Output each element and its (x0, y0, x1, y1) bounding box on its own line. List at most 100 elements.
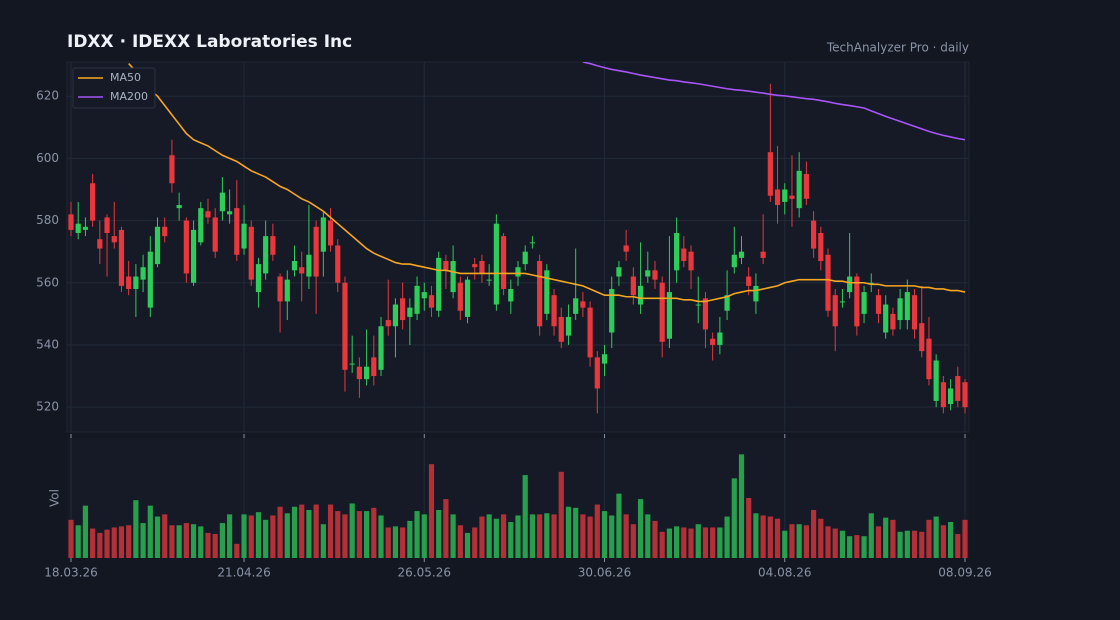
candle-body (284, 279, 290, 302)
candle-body (234, 208, 240, 255)
y-tick-label: 620 (36, 89, 59, 103)
volume-bar (508, 522, 514, 558)
volume-bar (573, 507, 579, 558)
volume-bar (342, 514, 348, 558)
volume-bar (919, 531, 925, 558)
candle-body (407, 307, 413, 317)
volume-bar (861, 536, 867, 558)
volume-bar (522, 475, 528, 558)
volume-bar (565, 506, 572, 558)
volume-bar (904, 530, 910, 558)
candle-body (97, 239, 103, 249)
candle-body (500, 236, 507, 289)
candle-body (753, 285, 759, 302)
volume-bar (811, 510, 817, 558)
candle-body (911, 295, 918, 330)
volume-bar (601, 511, 608, 558)
candle-body (832, 295, 838, 327)
candle-body (443, 260, 449, 271)
candle-body (962, 382, 968, 408)
candle-body (133, 276, 139, 289)
candle-body (717, 332, 723, 345)
candle-body (551, 295, 557, 327)
candle-body (457, 282, 463, 311)
candle-body (356, 366, 362, 380)
candle-body (320, 217, 326, 252)
volume-bar (176, 525, 182, 558)
volume-bar (594, 504, 600, 558)
candle-body (486, 279, 492, 281)
volume-bar (306, 510, 312, 558)
volume-bar (234, 543, 240, 558)
volume-bar (947, 522, 954, 558)
y-tick-label: 520 (36, 400, 59, 414)
candle-body (789, 195, 795, 199)
candle-body (933, 360, 939, 401)
volume-bar (450, 514, 456, 558)
candle-body (183, 220, 189, 274)
volume-bar (962, 519, 968, 558)
volume-bar (486, 514, 492, 558)
volume-bar (255, 512, 262, 558)
candle-body (450, 260, 456, 293)
volume-bar (284, 513, 290, 558)
volume-bar (637, 499, 644, 558)
volume-bar (270, 515, 276, 558)
candle-body (573, 298, 579, 314)
candle-body (825, 254, 831, 311)
volume-bar (104, 529, 110, 558)
volume-bar (760, 515, 766, 558)
volume-bar (803, 525, 809, 558)
volume-bar (753, 513, 759, 558)
candle-body (291, 260, 298, 271)
candle-body (580, 301, 586, 308)
candle-body (710, 338, 716, 345)
candle-body (176, 205, 182, 209)
ma-line (582, 62, 966, 141)
volume-bar (789, 524, 795, 558)
volume-bar (500, 514, 507, 558)
candle-body (385, 320, 391, 327)
volume-bar (883, 517, 889, 558)
candle-body (839, 301, 846, 303)
volume-bar (854, 535, 860, 558)
volume-bar (68, 519, 74, 558)
candle-body (241, 223, 247, 249)
x-tick-label: 21.04.26 (217, 566, 270, 580)
candle-body (803, 173, 809, 199)
candle-body (861, 292, 867, 314)
candle-body (818, 233, 824, 261)
volume-bar (897, 531, 903, 558)
candle-body (796, 170, 802, 209)
x-tick-label: 26.05.26 (398, 566, 451, 580)
volume-bar (111, 527, 117, 558)
candle-body (212, 217, 218, 252)
candle-body (219, 192, 225, 212)
candle-body (847, 276, 853, 293)
volume-bar (472, 527, 478, 558)
volume-bar (774, 518, 781, 558)
volume-bar (580, 514, 586, 558)
volume-bar (190, 524, 197, 558)
volume-bar (847, 536, 853, 558)
volume-bar (464, 532, 471, 558)
candle-body (400, 298, 406, 321)
volume-bar (955, 534, 961, 558)
volume-bar (385, 527, 391, 558)
candle-body (955, 376, 961, 401)
x-tick-label: 18.03.26 (44, 566, 97, 580)
candle-body (601, 354, 608, 364)
candle-body (140, 267, 146, 280)
candle-body (637, 285, 644, 305)
candle-body (890, 313, 896, 330)
volume-bar (414, 511, 420, 558)
candle-body (738, 251, 745, 258)
candle-body (479, 260, 485, 274)
chart-subtitle: TechAnalyzer Pro · daily (826, 41, 969, 55)
volume-bar (392, 526, 399, 558)
candle-body (169, 155, 175, 184)
volume-bar (371, 507, 377, 558)
candle-body (464, 279, 471, 317)
candle-body (630, 276, 636, 296)
legend-label: MA200 (110, 90, 148, 103)
